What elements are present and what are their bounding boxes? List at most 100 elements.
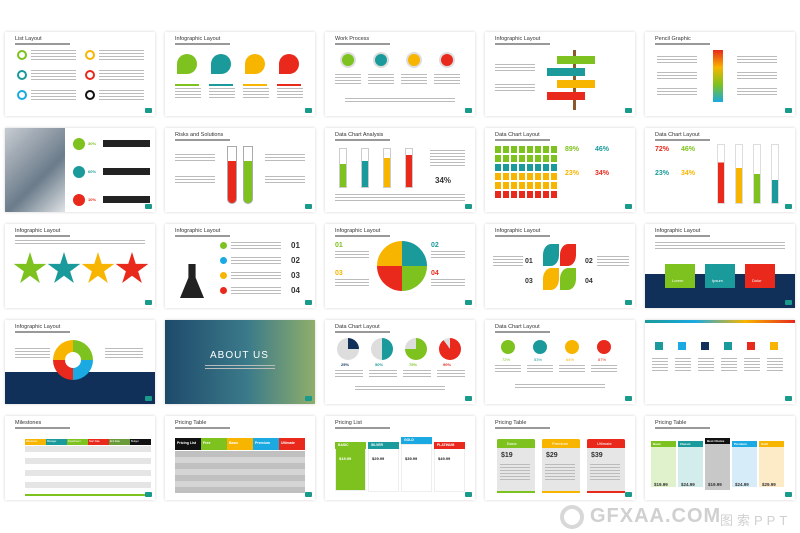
pie-chart xyxy=(337,338,359,360)
text-line xyxy=(545,464,575,466)
step-circle-icon xyxy=(340,52,356,68)
slide-thumbnail[interactable]: Data Chart Analysis 34% xyxy=(325,128,475,212)
slide-thumbnail[interactable]: Pricing Table Basic $19 Premium $29 Ultimate $… xyxy=(485,416,635,500)
thermometer xyxy=(735,144,743,204)
text-line xyxy=(99,70,144,72)
text-line xyxy=(500,464,530,466)
badge-heading xyxy=(243,84,267,86)
text-line xyxy=(737,56,777,58)
list-circle-icon xyxy=(17,70,27,80)
text-line xyxy=(335,200,465,202)
slide-thumbnail[interactable]: Infographic Layout xyxy=(5,224,155,308)
cylinder-bar xyxy=(383,148,391,188)
person-icon xyxy=(527,164,533,171)
page-number-tag xyxy=(625,300,632,305)
slide-thumbnail[interactable]: Data Chart Layout 25% 50% 75% 90% xyxy=(325,320,475,404)
text-line xyxy=(495,365,521,367)
slide-label: Lorem xyxy=(672,278,684,283)
pricing-row xyxy=(175,469,305,475)
slide-title: Infographic Layout xyxy=(335,228,381,234)
text-line xyxy=(744,361,760,363)
person-icon xyxy=(551,155,557,162)
text-line xyxy=(737,91,777,93)
person-icon xyxy=(511,173,517,180)
slide-thumbnail[interactable]: Infographic Layout 01 02 03 04 xyxy=(485,224,635,308)
table-row xyxy=(25,464,151,470)
text-line xyxy=(721,370,737,372)
text-line xyxy=(175,94,201,96)
watermark-subtext: 图索PPT xyxy=(720,513,792,528)
text-line xyxy=(205,365,275,367)
price-card xyxy=(497,439,535,493)
plan-header xyxy=(335,442,366,449)
text-line xyxy=(500,473,530,475)
slide-thumbnail[interactable]: Data Chart Layout 89% 46% 23% 34% xyxy=(485,128,635,212)
text-line xyxy=(737,59,777,61)
person-icon xyxy=(495,164,501,171)
slide-thumbnail[interactable]: Pricing Table Pricing List Free Basic Premiu… xyxy=(165,416,315,500)
text-line xyxy=(675,367,691,369)
slide-thumbnail[interactable]: Pricing List BASIC $19.99 SILVER $29.99 GOLD $… xyxy=(325,416,475,500)
slide-thumbnail[interactable]: List Layout xyxy=(5,32,155,116)
text-line xyxy=(231,260,281,262)
text-line xyxy=(559,368,585,370)
slide-subtitle xyxy=(175,427,230,429)
slide-thumbnail[interactable]: Data Chart Layout 72% 53% 64% 87% xyxy=(485,320,635,404)
slide-label: $39 xyxy=(591,452,603,459)
text-line xyxy=(99,76,144,78)
icon-circle xyxy=(565,340,579,354)
slide-thumbnail[interactable]: Pencil Graphic xyxy=(645,32,795,116)
text-line xyxy=(231,293,281,295)
pencil-icon xyxy=(713,50,723,102)
slide-label: 04 xyxy=(585,278,593,285)
thermometer xyxy=(771,144,779,204)
slide-label: Basic xyxy=(653,442,662,446)
slide-thumbnail[interactable]: Infographic Layout xyxy=(165,32,315,116)
slide-thumbnail[interactable]: Infographic Layout xyxy=(485,32,635,116)
slide-thumbnail[interactable]: Infographic Layout 01 02 03 04 xyxy=(325,224,475,308)
text-line xyxy=(99,53,144,55)
text-line xyxy=(698,361,714,363)
slide-thumbnail[interactable]: Milestones Milestones Manager Department Sta… xyxy=(5,416,155,500)
slide-title: Pricing Table xyxy=(495,420,527,426)
slide-subtitle xyxy=(335,139,390,141)
text-line xyxy=(403,373,431,375)
cylinder-bar xyxy=(405,148,413,188)
person-icon xyxy=(511,155,517,162)
badge-heading xyxy=(277,84,301,86)
text-line xyxy=(430,150,465,152)
text-line xyxy=(493,265,523,267)
slide-thumbnail[interactable]: Infographic Layout Lorem Ipsum Dolor xyxy=(645,224,795,308)
text-line xyxy=(231,242,281,244)
slide-thumbnail[interactable]: 30% 60% 10% xyxy=(5,128,155,212)
text-line xyxy=(369,373,397,375)
text-line xyxy=(209,88,235,90)
slide-label: 03 xyxy=(525,278,533,285)
text-line xyxy=(335,194,465,196)
slide-thumbnail[interactable] xyxy=(645,320,795,404)
slide-subtitle xyxy=(655,139,710,141)
slide-thumbnail[interactable]: ABOUT US xyxy=(165,320,315,404)
slide-label: 10% xyxy=(88,197,97,202)
text-line xyxy=(767,358,783,360)
icon-circle xyxy=(533,340,547,354)
slide-label: 87% xyxy=(598,357,607,362)
slide-thumbnail[interactable]: Infographic Layout 01 02 03 04 xyxy=(165,224,315,308)
table-row xyxy=(25,470,151,476)
slide-subtitle xyxy=(495,331,550,333)
slide-subtitle xyxy=(495,43,550,45)
text-line xyxy=(345,98,455,100)
pricing-row xyxy=(175,481,305,487)
slide-thumbnail[interactable]: Data Chart Layout 72% 46% 23% 34% xyxy=(645,128,795,212)
slide-thumbnail[interactable]: Pricing Table Basic $19.99 Classic $24.99 Bes… xyxy=(645,416,795,500)
slide-label: $29 xyxy=(546,452,558,459)
person-icon xyxy=(511,164,517,171)
table-row xyxy=(25,446,151,452)
text-line xyxy=(500,470,530,472)
text-line xyxy=(431,285,465,287)
slide-thumbnail[interactable]: Work Process xyxy=(325,32,475,116)
slide-thumbnail[interactable]: Infographic Layout xyxy=(5,320,155,404)
slide-label: 01 xyxy=(291,241,300,250)
watermark-logo xyxy=(560,505,584,529)
slide-thumbnail[interactable]: Risks and Solutions xyxy=(165,128,315,212)
